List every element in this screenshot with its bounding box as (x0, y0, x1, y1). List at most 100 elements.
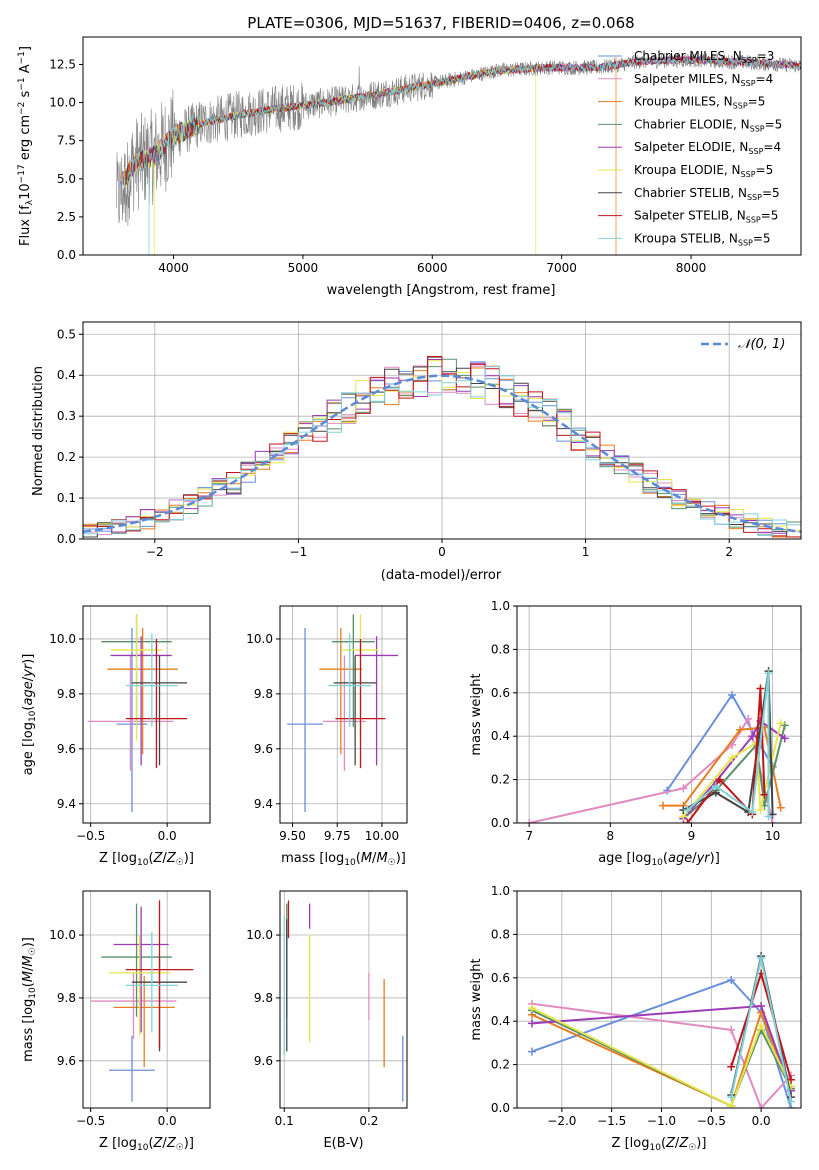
mass-weight-marker (757, 1002, 766, 1011)
y-tick-label: 9.6 (254, 742, 273, 756)
y-tick-label: 0.0 (491, 816, 510, 830)
mass-weight-line (531, 1009, 792, 1108)
y-tick-label: 0.3 (57, 409, 76, 423)
mass-vs-metallicity-axes: −0.5 0.0 9.6 9.8 10.0 Z [log10(Z/Z☉)] mass [lo… (21, 890, 211, 1153)
mass-weight-marker (527, 1004, 536, 1013)
x-axis-label: Z [log10(Z/Z☉)] (99, 1136, 194, 1153)
x-tick-label: 0.2 (359, 1114, 378, 1128)
mass-weight-marker (728, 753, 737, 762)
mass-weight-vs-age-axes: 7 8 9 10 0.0 0.2 0.4 0.6 0.8 1.0 age [log10(age/yr… (469, 599, 802, 868)
x-tick-label: −0.5 (76, 829, 105, 843)
x-tick-label: −0.5 (76, 1114, 105, 1128)
y-axis-label: Normed distribution (31, 366, 46, 496)
axes-frame (82, 36, 802, 256)
plot-area (283, 900, 404, 1102)
x-axis-label: Z [log10(Z/Z☉)] (99, 851, 194, 868)
mass-weight-marker (683, 805, 692, 814)
y-tick-label: 2.5 (57, 210, 76, 224)
chart-title: PLATE=0306, MJD=51637, FIBERID=0406, z=0… (247, 14, 634, 32)
axes-frame (516, 890, 802, 1109)
y-axis-label: Flux [fλ10−17 erg cm−2 s−1 A−1] (17, 46, 35, 246)
x-tick-label: 1 (582, 545, 590, 559)
mass-weight-marker (744, 714, 753, 723)
y-tick-label: 0.8 (491, 927, 510, 941)
y-tick-label: 0.8 (491, 642, 510, 656)
plot-area (525, 667, 789, 823)
y-tick-label: 10.0 (246, 928, 273, 942)
plot-area (527, 952, 796, 1108)
y-tick-label: 0.2 (491, 773, 510, 787)
y-tick-label: 10.0 (49, 928, 76, 942)
x-axis-label: (data-model)/error (381, 568, 502, 583)
axes-frame (82, 605, 211, 824)
y-tick-label: 9.4 (254, 797, 273, 811)
x-axis-label: E(B-V) (323, 1136, 363, 1151)
legend-entry: Kroupa STELIB, NSSP=5 (634, 231, 771, 247)
x-tick-label: 5000 (288, 261, 319, 275)
y-tick-label: 0.4 (57, 368, 76, 382)
y-tick-label: 0.4 (491, 1014, 510, 1028)
y-tick-label: 0.2 (491, 1058, 510, 1072)
mass-weight-marker (659, 801, 668, 810)
y-tick-label: 5.0 (57, 172, 76, 186)
mass-weight-marker (776, 719, 785, 728)
mass-weight-marker (757, 954, 766, 963)
y-tick-label: 9.8 (57, 687, 76, 701)
x-tick-label: −1.5 (597, 1114, 626, 1128)
model-spectrum (125, 56, 801, 185)
x-tick-label: 9.50 (279, 829, 306, 843)
model-spectrum (124, 65, 537, 255)
x-tick-label: 0.1 (275, 1114, 294, 1128)
y-axis-label: mass [log10(M/M☉)] (21, 937, 38, 1062)
model-spectrum (120, 55, 801, 255)
y-tick-label: 0.0 (491, 1101, 510, 1115)
mass-weight-marker (715, 775, 724, 784)
y-tick-label: 9.6 (57, 742, 76, 756)
y-tick-label: 0.6 (491, 686, 510, 700)
plot-area (287, 614, 399, 813)
legend-entry: Chabrier STELIB, NSSP=5 (634, 186, 780, 202)
x-tick-label: 8000 (676, 261, 707, 275)
x-tick-label: −0.5 (697, 1114, 726, 1128)
y-axis-label: mass weight (469, 958, 484, 1040)
mass-weight-marker (780, 721, 789, 730)
x-axis-label: age [log10(age/yr)] (598, 851, 720, 868)
y-tick-label: 9.6 (57, 1054, 76, 1068)
x-tick-label: 4000 (158, 261, 189, 275)
x-tick-label: −2 (146, 545, 164, 559)
mass-weight-marker (727, 1062, 736, 1071)
x-tick-label: 8 (606, 829, 614, 843)
y-tick-label: 9.4 (57, 797, 76, 811)
x-tick-label: 2 (725, 545, 733, 559)
axes-frame (279, 890, 408, 1109)
spectrum-axes: 4000 5000 6000 7000 8000 0.0 2.5 5.0 7.5 10.0 12.5… (17, 14, 802, 298)
mass-weight-marker (727, 1025, 736, 1034)
mass-weight-marker (683, 819, 692, 823)
mass-weight-marker (711, 782, 720, 791)
legend-entry: Salpeter ELODIE, NSSP=4 (634, 140, 781, 156)
legend-entry: Kroupa MILES, NSSP=5 (634, 95, 765, 111)
y-tick-label: 9.8 (254, 991, 273, 1005)
mass-weight-marker (527, 1019, 536, 1028)
x-tick-label: 9.75 (324, 829, 351, 843)
legend: Chabrier MILES, NSSP=3 Salpeter MILES, NS… (598, 49, 782, 247)
legend-entry: Kroupa ELODIE, NSSP=5 (634, 163, 773, 179)
legend-entry: Chabrier MILES, NSSP=3 (634, 49, 774, 65)
y-tick-label: 0.1 (57, 491, 76, 505)
y-tick-label: 0.6 (491, 971, 510, 985)
legend-entry: Salpeter STELIB, NSSP=5 (634, 209, 778, 225)
mass-weight-marker (757, 1021, 766, 1030)
mass-weight-marker (760, 790, 769, 799)
gaussian-curve (83, 374, 801, 534)
y-tick-label: 0.5 (57, 327, 76, 341)
y-tick-label: 10.0 (49, 632, 76, 646)
residual-histogram (83, 356, 801, 538)
legend-entry: Chabrier ELODIE, NSSP=5 (634, 117, 782, 133)
y-tick-label: 0.4 (491, 729, 510, 743)
mass-weight-marker (756, 805, 765, 814)
age-vs-mass-axes: 9.50 9.75 10.00 9.4 9.6 9.8 10.0 mass [log10(M/… (246, 605, 408, 868)
axes-frame (82, 890, 211, 1109)
plot-area (83, 356, 801, 538)
y-tick-label: 1.0 (491, 599, 510, 613)
